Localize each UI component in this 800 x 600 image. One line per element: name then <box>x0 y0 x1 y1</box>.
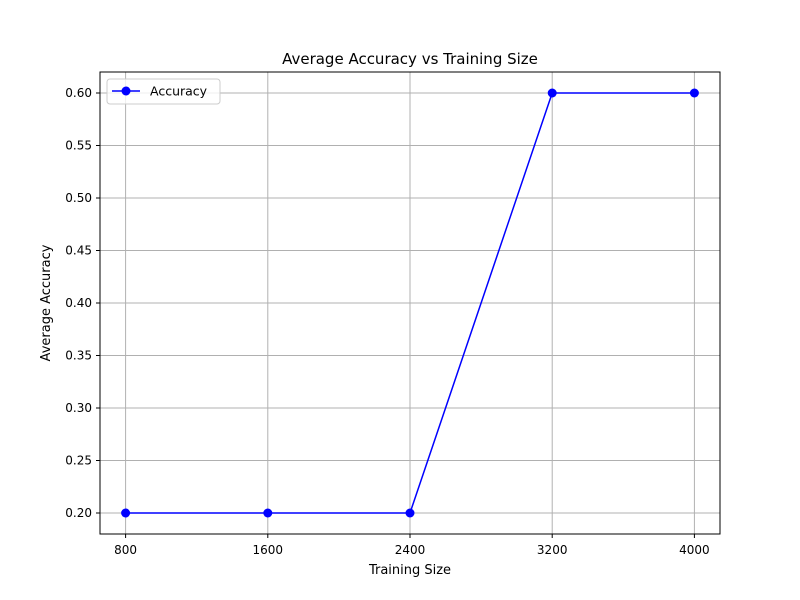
legend-box <box>106 78 221 105</box>
data-point <box>263 508 273 518</box>
y-tick-label: 0.25 <box>65 454 92 468</box>
x-tick-label: 800 <box>114 543 137 557</box>
y-tick-label: 0.55 <box>65 139 92 153</box>
legend-marker-swatch <box>121 86 131 96</box>
grid-lines <box>100 72 720 534</box>
data-point <box>547 88 557 98</box>
x-tick-label: 3200 <box>537 543 568 557</box>
y-tick-label: 0.45 <box>65 244 92 258</box>
x-axis-ticks: 800 1600 2400 3200 4000 <box>114 534 710 557</box>
x-axis-label: Training Size <box>368 563 451 578</box>
data-point <box>405 508 415 518</box>
y-tick-label: 0.40 <box>65 296 92 310</box>
chart-title: Average Accuracy vs Training Size <box>282 50 538 68</box>
data-point <box>121 508 131 518</box>
y-axis-label: Average Accuracy <box>39 244 54 361</box>
x-tick-label: 2400 <box>395 543 426 557</box>
x-tick-label: 1600 <box>253 543 284 557</box>
y-tick-label: 0.20 <box>65 506 92 520</box>
y-axis-ticks: 0.20 0.25 0.30 0.35 0.40 0.45 0.50 0.55 0.60 <box>65 86 100 520</box>
x-tick-label: 4000 <box>679 543 710 557</box>
y-tick-label: 0.60 <box>65 86 92 100</box>
y-tick-label: 0.30 <box>65 401 92 415</box>
legend: Accuracy <box>106 78 221 105</box>
y-tick-label: 0.35 <box>65 349 92 363</box>
data-point <box>689 88 699 98</box>
series-accuracy <box>121 88 699 518</box>
legend-label-accuracy: Accuracy <box>150 84 208 99</box>
y-tick-label: 0.50 <box>65 191 92 205</box>
